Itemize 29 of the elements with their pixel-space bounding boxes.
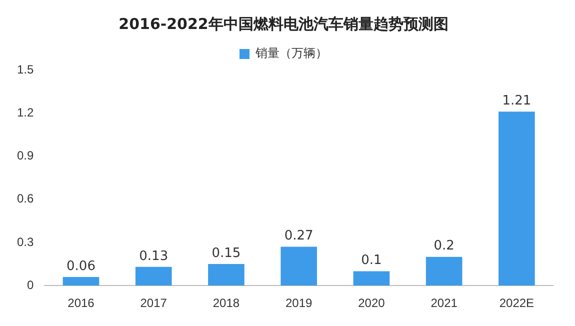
y-tick-label: 0.3: [16, 234, 34, 249]
bar: [280, 246, 317, 286]
y-tick-label: 1.2: [16, 105, 34, 120]
x-tick-label: 2016: [68, 296, 95, 310]
x-tick-label: 2017: [140, 296, 168, 310]
data-label: 0.27: [284, 228, 314, 244]
y-tick-label: 0.6: [16, 192, 34, 206]
y-tick-label: 0.9: [16, 148, 34, 163]
data-label: 0.13: [139, 248, 168, 264]
x-tick-label: 2019: [285, 296, 313, 310]
data-label: 0.06: [66, 258, 96, 274]
y-tick-label: 1.5: [16, 62, 34, 76]
x-tick-label: 2018: [212, 296, 240, 310]
chart-title: 2016-2022年中国燃料电池汽车销量趋势预测图: [118, 14, 448, 33]
bar: [62, 276, 100, 286]
bar: [135, 266, 172, 286]
data-label: 0.15: [212, 246, 241, 261]
bar: [498, 112, 535, 286]
data-label: 0.2: [434, 238, 454, 254]
data-label: 0.1: [361, 253, 382, 268]
x-tick-label: 2022E: [499, 296, 534, 310]
data-label: 1.21: [502, 94, 532, 109]
bar: [353, 271, 390, 286]
y-tick-label: 0: [26, 278, 34, 292]
legend-label: 销量（万辆）: [254, 46, 328, 60]
x-tick-label: 2021: [430, 296, 458, 310]
x-tick-label: 2020: [358, 296, 386, 310]
bar: [208, 264, 244, 286]
bar: [426, 256, 462, 286]
